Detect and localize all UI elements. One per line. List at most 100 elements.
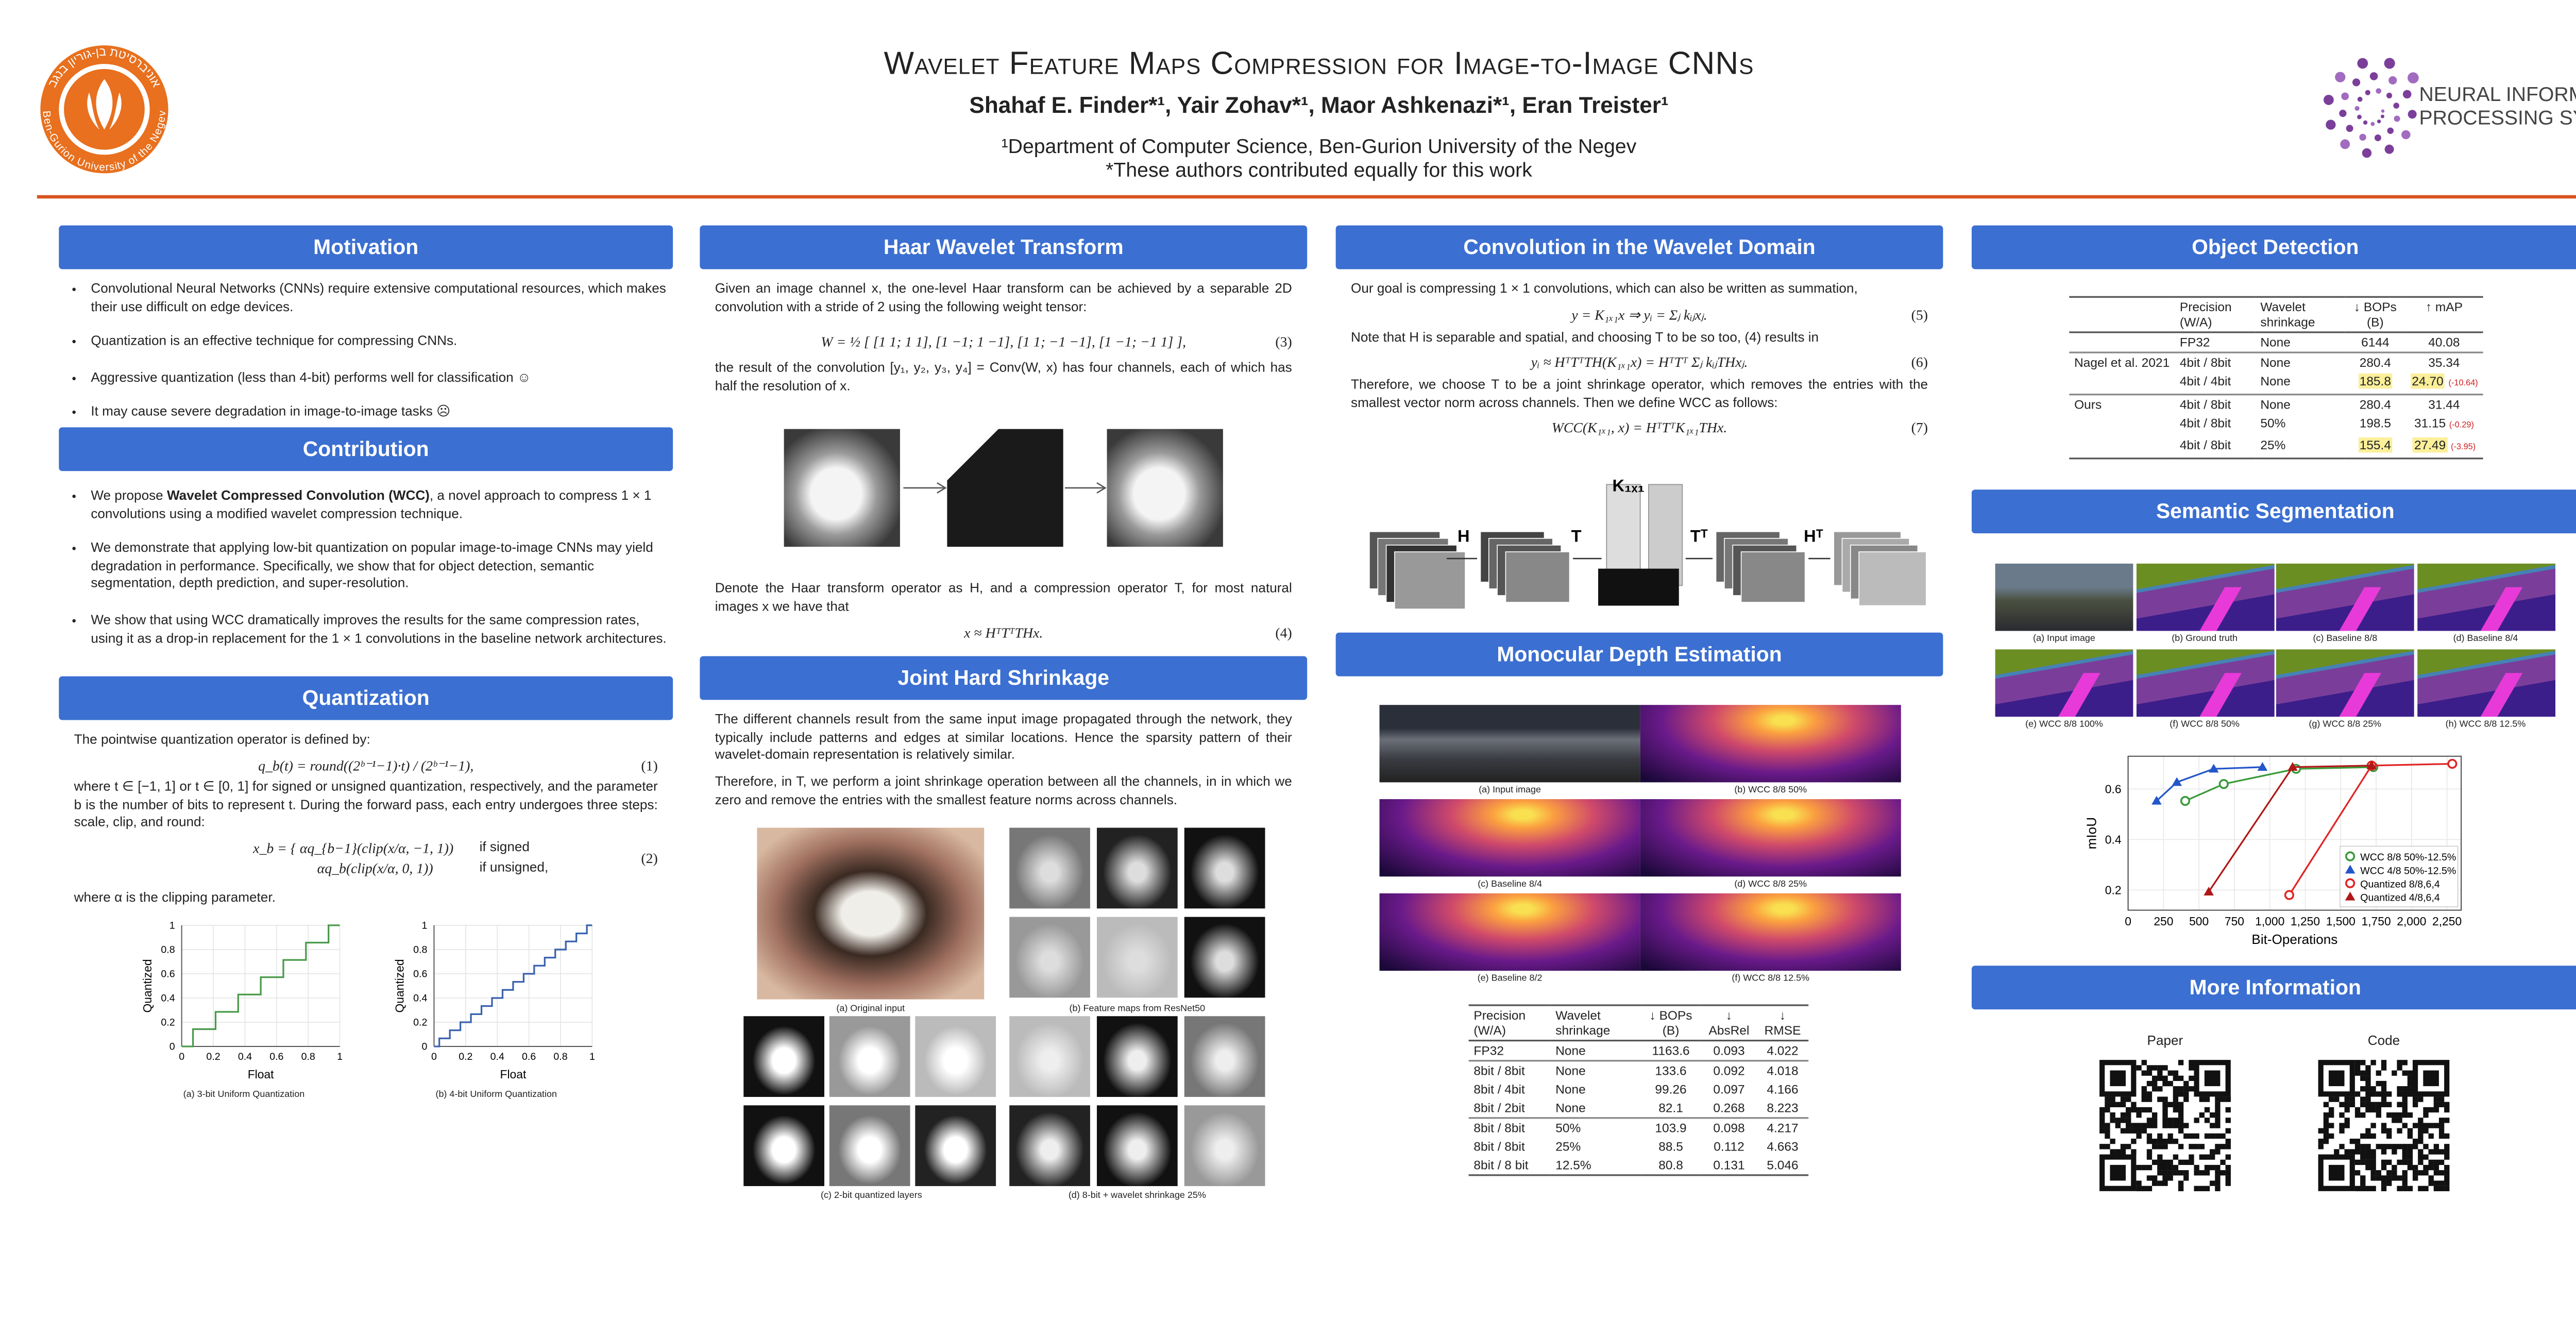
qr-module [2386,1175,2392,1181]
y-tick-label: 0 [421,1041,427,1053]
qr-module [2407,1086,2413,1092]
x-tick-label: 0.4 [238,1051,252,1062]
bullet-list: We demonstrate that applying low-bit qua… [76,540,671,593]
qr-module [2215,1144,2221,1149]
cell-value: 82.1 [1658,1100,1683,1115]
qr-module [2402,1112,2408,1118]
cell: 8bit / 8bit [1469,1137,1551,1156]
header-cell: Wavelet shrinkage [2260,299,2315,330]
qr-module [2365,1102,2371,1107]
logo-dot [2324,95,2334,105]
authors: Shahaf E. Finder*¹, Yair Zohav*¹, Maor A… [969,92,1669,118]
text: where α is the clipping parameter. [74,890,276,905]
qr-module [2167,1175,2173,1181]
qr-module [2120,1112,2126,1118]
cell: None [1550,1041,1640,1061]
qr-module [2412,1102,2418,1107]
qr-module [2444,1175,2450,1181]
qr-module [2444,1144,2450,1149]
x-axis-label: Float [500,1068,527,1081]
qr-module [2412,1175,2418,1181]
qr-module [2392,1149,2397,1155]
cell: 8bit / 2bit [1469,1098,1551,1118]
depth-map [1640,705,1901,783]
qr-module [2392,1175,2397,1181]
text: Our goal is compressing 1 × 1 convolutio… [1351,281,1858,296]
y-tick-label: 0.8 [413,944,427,955]
qr-module [2225,1128,2231,1134]
qr-module [2365,1070,2371,1076]
cell-value: 5.046 [1767,1157,1799,1173]
qr-module [2210,1123,2215,1128]
depth-map [1640,799,1901,877]
qr-module [2354,1144,2361,1149]
x-axis-label: Float [248,1068,274,1081]
qr-module [2162,1138,2168,1144]
qr-module [2183,1133,2189,1139]
qr-module [2146,1133,2153,1139]
cell: 82.1 [1640,1098,1701,1118]
qr-module [2381,1159,2387,1165]
qr-module [2120,1149,2126,1155]
qr-module [2370,1123,2376,1128]
qr-module [2141,1091,2147,1097]
x-tick-label: 0 [431,1051,437,1062]
cell-value: 155.4 [2358,437,2393,453]
x-axis-label: Bit-Operations [2251,932,2337,947]
qr-module [2392,1112,2397,1118]
qr-module [2412,1123,2418,1128]
cell-value: 31.44 [2428,397,2460,412]
image-wavelet [947,429,1063,547]
qr-module [2210,1112,2215,1118]
qr-module [2423,1154,2429,1160]
qr-module [2131,1128,2137,1134]
section-header: More Information [1971,966,2576,1010]
qr-module [2167,1118,2173,1123]
qr-module [2423,1112,2429,1118]
qr-module [2141,1107,2147,1113]
quantized-layer [743,1016,824,1097]
cell: 4.018 [1757,1061,1808,1080]
cell-value: 24.70 [2410,373,2446,389]
bullet-list: We propose Wavelet Compressed Convolutio… [76,488,671,523]
logo-dot [2377,119,2381,124]
shrinkage-map [1184,1105,1265,1187]
cell-value: 99.26 [1655,1081,1687,1097]
qr-module [2173,1075,2179,1081]
qr-module [2120,1102,2126,1107]
bullet: We propose Wavelet Compressed Convolutio… [91,488,671,523]
qr-module [2397,1091,2402,1097]
cell-value: 0.112 [1714,1139,1744,1154]
qr-module [2110,1096,2115,1102]
cell: 6144 [2345,332,2405,352]
qr-finder [2110,1070,2126,1087]
qr-module [2199,1144,2205,1149]
logo-dot [2359,133,2366,141]
image-swan [784,429,900,547]
qr-module [2433,1144,2439,1149]
cell: 50% [2256,414,2346,435]
logo-dot [2357,114,2362,120]
qr-module [2397,1144,2402,1149]
qr-module [2115,1102,2121,1107]
qr-module [2215,1107,2221,1113]
qr-module [2204,1164,2210,1171]
qr-module [2386,1180,2392,1186]
logo-dot [2346,125,2353,132]
segmentation-input [1995,563,2133,631]
qr-module [2402,1086,2408,1092]
qr-module [2433,1180,2439,1186]
cell-value: 4.663 [1767,1139,1799,1154]
y-tick-label: 0.2 [2105,884,2122,897]
qr-module [2344,1118,2350,1123]
qr-module [2402,1180,2408,1186]
qr-module [2151,1075,2158,1081]
qr-module [2365,1144,2371,1149]
qr-module [2444,1186,2450,1191]
qr-module [2444,1118,2450,1123]
qr-module [2141,1060,2147,1066]
bullet-list: We show that using WCC dramatically impr… [76,613,671,648]
qr-module [2318,1128,2324,1134]
qr-module [2173,1096,2179,1102]
cell: None [1550,1080,1640,1098]
